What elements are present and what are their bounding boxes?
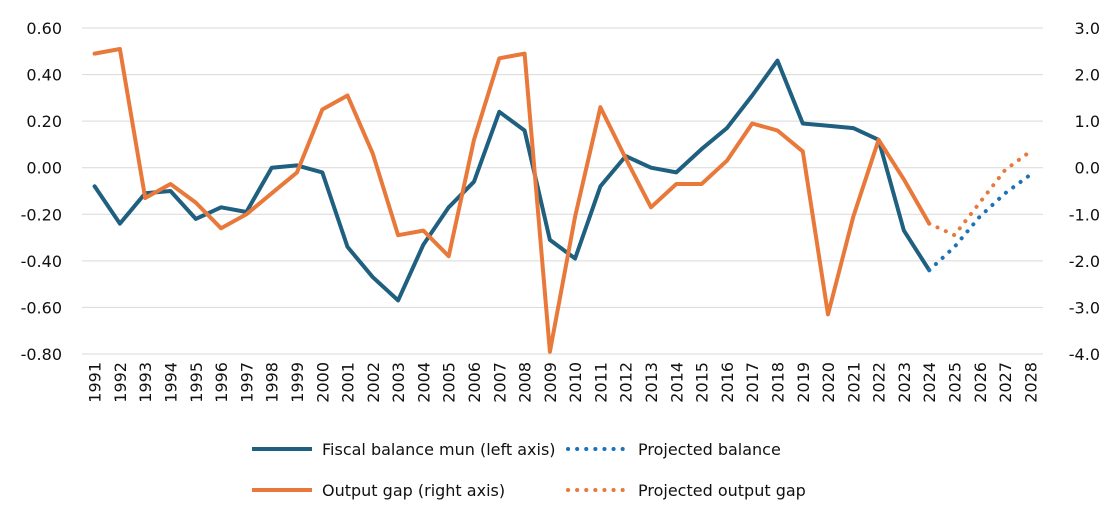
left-tick-label: 0.40	[26, 66, 62, 85]
x-tick-label: 1994	[162, 362, 181, 403]
legend-entry-projected-balance: Projected balance	[566, 440, 781, 459]
legend: Fiscal balance mun (left axis) Projected…	[252, 440, 806, 500]
gridlines	[82, 27, 1043, 355]
series-line-projected-output-gap	[927, 149, 1033, 238]
legend-entry-projected-output-gap: Projected output gap	[566, 481, 806, 500]
left-tick-label: -0.40	[21, 252, 62, 271]
series-line-projected-balance	[927, 172, 1033, 273]
x-tick-label: 2024	[920, 362, 939, 403]
series-line-output-gap-right-axis	[92, 47, 932, 354]
x-tick-label: 2025	[945, 362, 964, 403]
x-tick-label: 1996	[212, 362, 231, 403]
x-tick-label: 1992	[111, 362, 130, 403]
x-tick-label: 2005	[440, 362, 459, 403]
x-tick-label: 2010	[566, 362, 585, 403]
x-tick-label: 2027	[996, 362, 1015, 403]
x-tick-label: 2012	[617, 362, 636, 403]
x-tick-label: 2008	[516, 362, 535, 403]
left-axis: -0.80 -0.60 -0.40 -0.20 0.00 0.20 0.40 0.60	[21, 19, 62, 364]
x-tick-label: 2002	[364, 362, 383, 403]
right-tick-label: 2.0	[1075, 66, 1100, 85]
right-tick-label: 1.0	[1075, 112, 1100, 131]
x-tick-label: 2003	[389, 362, 408, 403]
x-tick-label: 2014	[667, 362, 686, 403]
x-tick-label: 2018	[768, 362, 787, 403]
right-tick-label: -3.0	[1069, 298, 1100, 317]
x-tick-label: 2016	[718, 362, 737, 403]
legend-label-output-gap: Output gap (right axis)	[322, 481, 505, 500]
x-tick-label: 2017	[743, 362, 762, 403]
x-axis: 1991 1992 1993 1994 1995 1996 1997 1998 1999 2000…	[86, 362, 1041, 403]
x-tick-label: 1991	[86, 362, 105, 403]
left-tick-label: 0.20	[26, 112, 62, 131]
x-tick-label: 2000	[313, 362, 332, 403]
x-tick-label: 2013	[642, 362, 661, 403]
x-tick-label: 2022	[870, 362, 889, 403]
x-tick-label: 2009	[541, 362, 560, 403]
legend-entry-fiscal-balance: Fiscal balance mun (left axis)	[252, 440, 556, 459]
series-line-fiscal-balance-mun-left-axis	[92, 58, 932, 303]
x-tick-label: 2023	[895, 362, 914, 403]
left-tick-label: -0.60	[21, 298, 62, 317]
legend-label-fiscal-balance: Fiscal balance mun (left axis)	[322, 440, 556, 459]
x-tick-label: 1999	[288, 362, 307, 403]
x-tick-label: 2011	[591, 362, 610, 403]
x-tick-label: 1995	[187, 362, 206, 403]
x-tick-label: 1997	[237, 362, 256, 403]
right-tick-label: -1.0	[1069, 205, 1100, 224]
x-tick-label: 1998	[263, 362, 282, 403]
x-tick-label: 2028	[1021, 362, 1040, 403]
x-tick-label: 2006	[465, 362, 484, 403]
right-tick-label: 3.0	[1075, 19, 1100, 38]
x-tick-label: 2019	[794, 362, 813, 403]
x-tick-label: 2015	[693, 362, 712, 403]
left-tick-label: 0.60	[26, 19, 62, 38]
right-tick-label: -4.0	[1069, 345, 1100, 364]
x-tick-label: 2021	[844, 362, 863, 403]
x-tick-label: 2004	[414, 362, 433, 403]
x-tick-label: 2026	[971, 362, 990, 403]
left-tick-label: -0.20	[21, 205, 62, 224]
left-tick-label: -0.80	[21, 345, 62, 364]
x-tick-label: 1993	[136, 362, 155, 403]
right-axis: -4.0 -3.0 -2.0 -1.0 0.0 1.0 2.0 3.0	[1069, 19, 1100, 364]
right-tick-label: 0.0	[1075, 159, 1100, 178]
x-tick-label: 2001	[339, 362, 358, 403]
left-tick-label: 0.00	[26, 159, 62, 178]
x-tick-label: 2020	[819, 362, 838, 403]
series-lines	[92, 47, 1033, 354]
legend-label-projected-output-gap: Projected output gap	[638, 481, 806, 500]
legend-label-projected-balance: Projected balance	[638, 440, 781, 459]
x-tick-label: 2007	[490, 362, 509, 403]
legend-entry-output-gap: Output gap (right axis)	[252, 481, 505, 500]
right-tick-label: -2.0	[1069, 252, 1100, 271]
